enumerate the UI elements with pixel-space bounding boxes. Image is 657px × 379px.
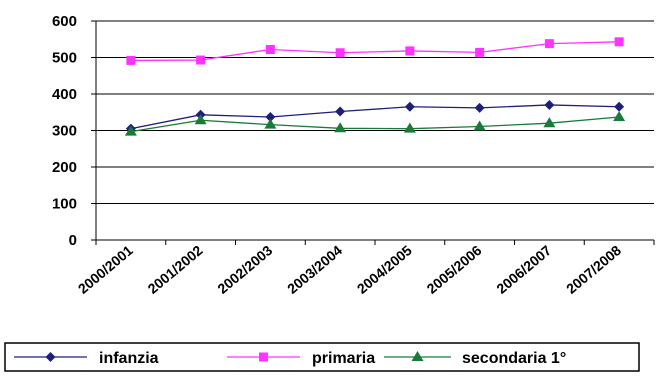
series-secondaria-1 (124, 110, 626, 136)
data-point (264, 118, 277, 129)
legend-item-secondaria-1: secondaria 1° (384, 350, 566, 367)
legend-box (4, 342, 640, 372)
x-tick-label: 2003/2004 (284, 242, 345, 297)
legend-marker (45, 352, 56, 362)
gridlines (96, 20, 654, 204)
legend-label: primaria (312, 350, 375, 367)
data-point (334, 122, 347, 133)
series-line (130, 104, 620, 130)
series-primaria (126, 37, 624, 65)
y-tick-label: 500 (52, 50, 77, 67)
y-tick-label: 600 (52, 13, 77, 30)
y-axis-ticks: 0 100 200 300 400 500 600 (52, 13, 77, 249)
data-point (126, 55, 136, 65)
data-point (544, 39, 554, 49)
data-point (614, 101, 625, 112)
data-point (196, 55, 206, 65)
data-point (544, 99, 555, 110)
y-tick-label: 100 (52, 196, 77, 213)
x-tick-label: 2004/2005 (354, 242, 415, 297)
data-point (124, 125, 137, 136)
data-point (475, 47, 485, 57)
y-tick-label: 400 (52, 86, 77, 103)
x-tick-label: 2007/2008 (563, 242, 624, 297)
y-tick-label: 0 (69, 232, 77, 249)
legend-label: secondaria 1° (462, 350, 566, 367)
data-point (614, 37, 624, 47)
legend-marker (411, 351, 424, 361)
series-group (124, 37, 626, 136)
data-point (405, 46, 415, 56)
data-point (335, 106, 346, 117)
data-point (265, 44, 275, 54)
y-tick-label: 200 (52, 159, 77, 176)
x-axis-ticks: 2000/2001 2001/2002 2002/2003 2003/2004 2004… (75, 242, 624, 297)
x-tick-label: 2006/2007 (493, 242, 554, 297)
data-point (403, 122, 416, 133)
legend-item-primaria: primaria (227, 350, 375, 367)
data-point (543, 117, 556, 128)
legend-label: infanzia (99, 350, 159, 367)
legend-marker (259, 352, 268, 362)
x-tick-label: 2002/2003 (214, 242, 275, 297)
legend: infanzia primaria secondaria 1° (4, 342, 640, 372)
series-line (130, 41, 620, 62)
data-point (335, 48, 345, 58)
data-point (194, 114, 207, 125)
data-point (265, 111, 276, 122)
y-tick-label: 300 (52, 123, 77, 140)
x-tick-label: 2001/2002 (145, 242, 206, 297)
axes (91, 20, 655, 245)
x-tick-label: 2005/2006 (424, 242, 485, 297)
data-point (474, 102, 485, 113)
x-tick-label: 2000/2001 (75, 242, 136, 297)
data-point (404, 101, 415, 112)
data-point (613, 110, 626, 121)
legend-item-infanzia: infanzia (14, 350, 159, 367)
data-point (473, 120, 486, 131)
series-line (130, 116, 620, 133)
